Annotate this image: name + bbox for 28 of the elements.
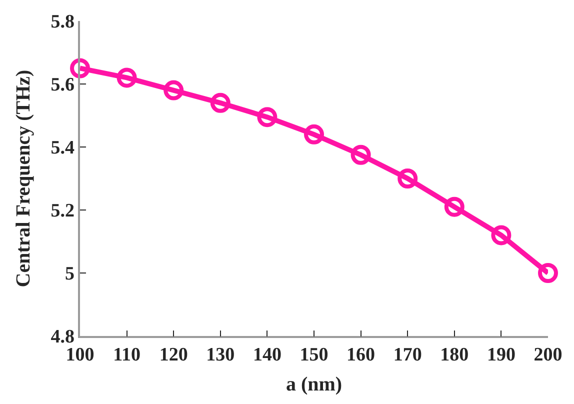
x-tick-label: 140 <box>252 344 282 366</box>
x-tick-label: 110 <box>113 344 141 366</box>
y-tick-label: 5.2 <box>50 200 74 222</box>
x-tick-label: 130 <box>206 344 235 366</box>
x-tick-label: 200 <box>534 344 562 366</box>
point <box>398 168 418 188</box>
point <box>304 124 324 144</box>
x-tick-label: 150 <box>300 344 328 366</box>
point <box>116 68 137 88</box>
x-tick-label: 180 <box>440 344 469 366</box>
point <box>538 263 558 283</box>
y-tick-label: 5 <box>64 264 74 285</box>
x-tick-label: 160 <box>346 344 376 366</box>
x-axis-title: a (nm) <box>286 374 342 396</box>
y-tick-label: 5.6 <box>50 74 74 96</box>
y-tick-label: 5.8 <box>50 12 74 33</box>
x-tick-label: 120 <box>159 344 188 366</box>
point <box>70 58 90 78</box>
point <box>257 107 278 128</box>
y-tick-label: 5.4 <box>50 138 75 159</box>
x-tick-label: 190 <box>486 344 516 366</box>
point <box>491 225 512 246</box>
y-axis-title: Central Frequency (THz) <box>12 70 34 288</box>
point <box>444 196 464 217</box>
point <box>210 92 230 113</box>
point <box>164 80 184 100</box>
point <box>350 144 371 165</box>
x-tick-label: 170 <box>393 344 422 366</box>
